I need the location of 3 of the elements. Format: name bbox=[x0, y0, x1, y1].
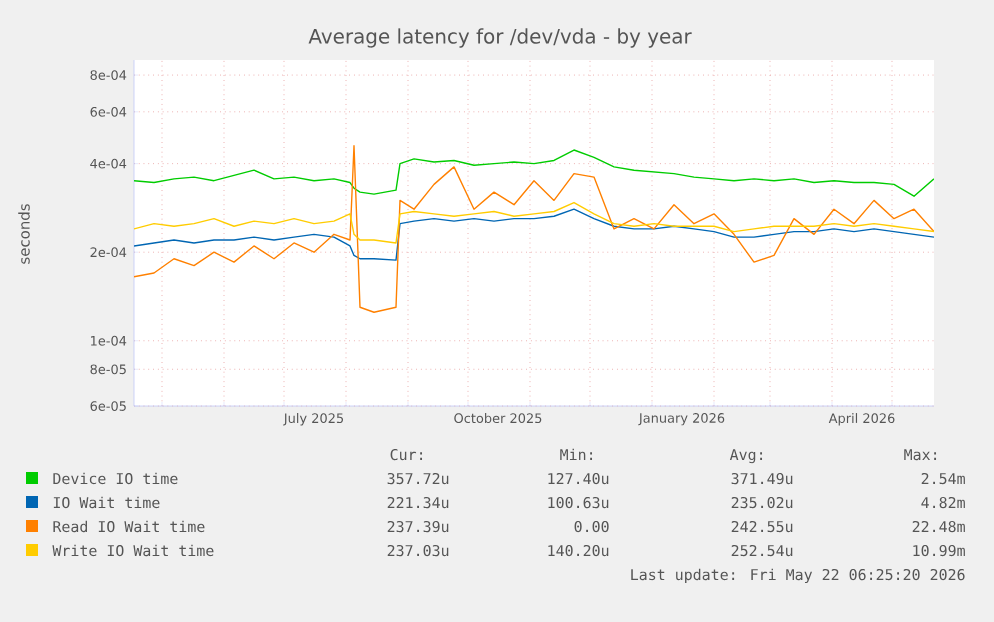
line-series bbox=[134, 208, 934, 261]
line-series bbox=[134, 145, 934, 313]
chart-title: Average latency for /dev/vda - by year bbox=[308, 28, 692, 48]
